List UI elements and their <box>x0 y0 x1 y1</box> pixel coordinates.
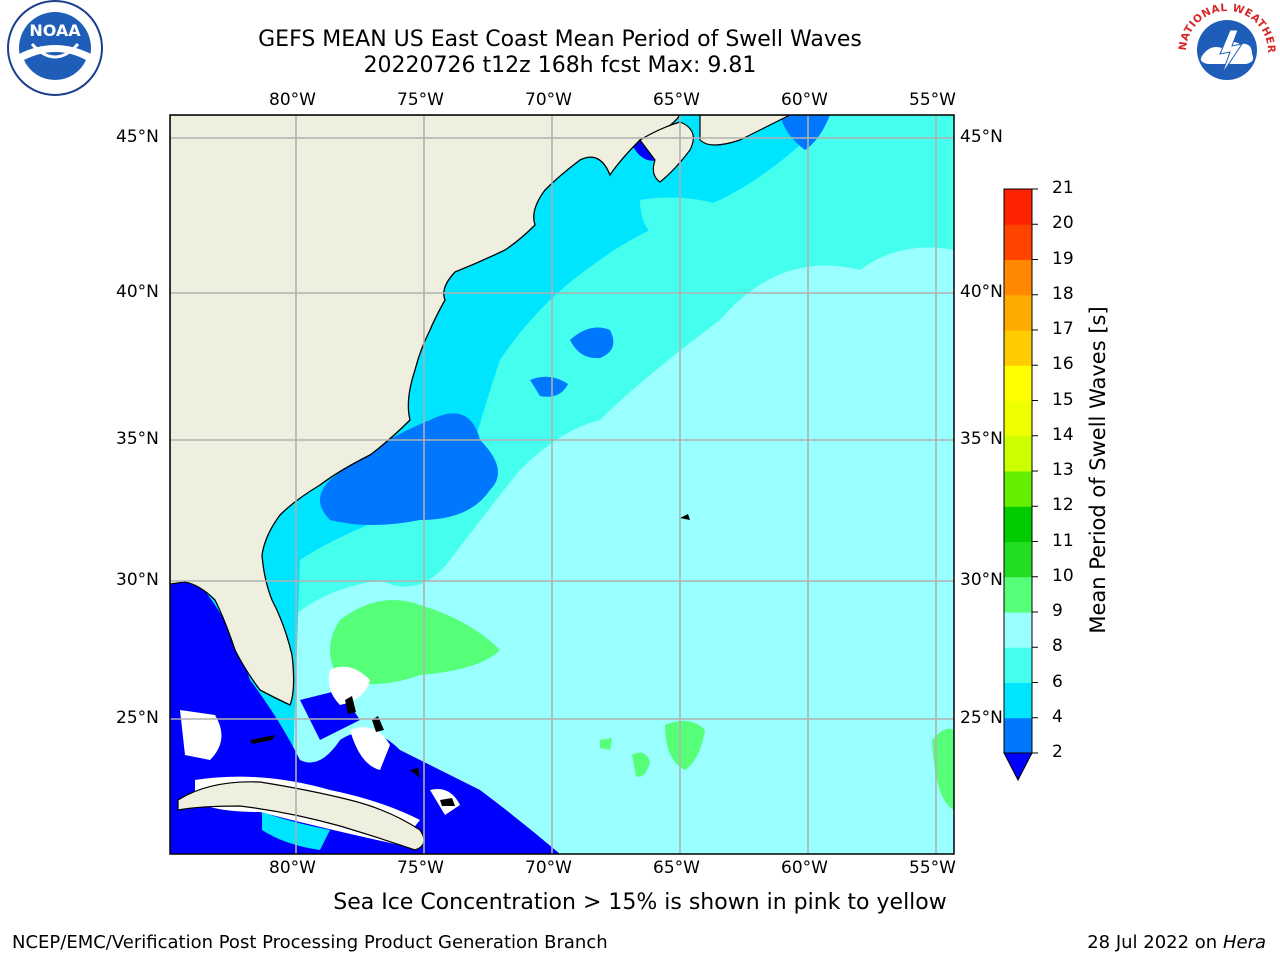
swell-patch <box>780 115 830 150</box>
swell-patch <box>570 327 614 359</box>
noaa-logo-icon: NOAA <box>7 0 103 96</box>
land-north-america <box>170 115 681 706</box>
graticule <box>170 115 954 854</box>
colorbar-tick-label: 20 <box>1052 213 1074 234</box>
colorbar-tick-label: 14 <box>1052 424 1074 445</box>
colorbar-segment <box>1004 294 1032 331</box>
island-bahamas <box>345 696 356 714</box>
lon-label: 70°W <box>525 90 572 110</box>
swell-patch <box>530 376 568 397</box>
colorbar-tick-label: 13 <box>1052 460 1074 480</box>
colorbar-segment <box>1004 576 1032 613</box>
colorbar-tick-label: 6 <box>1052 671 1063 692</box>
map-title: GEFS MEAN US East Coast Mean Period of S… <box>258 27 862 52</box>
colorbar-segment <box>1004 365 1032 401</box>
lat-label: 35°N <box>960 429 1003 449</box>
island-keys <box>250 735 275 744</box>
colorbar <box>1003 188 1038 782</box>
swell-patch <box>600 738 612 750</box>
lon-label: 70°W <box>525 858 572 878</box>
colorbar-segment <box>1004 471 1032 507</box>
lat-label: 40°N <box>116 282 159 302</box>
island-bahamas <box>372 716 384 732</box>
lon-label: 80°W <box>269 90 316 110</box>
swell-zone-2-4 <box>320 413 498 525</box>
lat-label: 45°N <box>960 127 1003 147</box>
no-data-patch <box>328 666 370 705</box>
colorbar-segment <box>1004 189 1032 225</box>
colorbar-tick-label: 11 <box>1052 530 1074 551</box>
colorbar-segment <box>1004 224 1032 260</box>
colorbar-segment <box>1004 682 1032 719</box>
lon-label: 65°W <box>653 90 700 110</box>
swell-patch <box>632 752 650 777</box>
footer-credit: NCEP/EMC/Verification Post Processing Pr… <box>12 932 608 953</box>
sea-ice-note: Sea Ice Concentration > 15% is shown in … <box>333 890 947 915</box>
lon-label: 55°W <box>909 90 956 110</box>
colorbar-segment <box>1004 435 1032 472</box>
footer-date-text: 28 Jul 2022 on <box>1087 932 1223 953</box>
map-subtitle: 20220726 t12z 168h fcst Max: 9.81 <box>363 53 757 78</box>
swell-patch <box>820 130 954 200</box>
colorbar-tick-label: 9 <box>1052 601 1063 621</box>
colorbar-segment <box>1004 259 1032 296</box>
lon-label: 75°W <box>397 90 444 110</box>
colorbar-tick-label: 19 <box>1052 248 1074 269</box>
lat-label: 25°N <box>960 708 1003 728</box>
colorbar-segment <box>1004 612 1032 648</box>
noaa-logo-text: NOAA <box>29 21 81 40</box>
colorbar-segment <box>1004 400 1032 437</box>
colorbar-extend-arrow <box>1003 752 1033 782</box>
footer-date: 28 Jul 2022 on Hera <box>1087 932 1266 953</box>
colorbar-tick-label: 15 <box>1052 389 1074 410</box>
lat-label: 45°N <box>116 127 159 147</box>
colorbar-tick-label: 10 <box>1052 565 1074 586</box>
colorbar-segment <box>1004 647 1032 683</box>
lon-label: 65°W <box>653 858 700 878</box>
swell-patch <box>640 197 760 252</box>
colorbar-segment <box>1004 330 1032 366</box>
colorbar-tick-label: 12 <box>1052 495 1074 516</box>
lat-label: 25°N <box>116 708 159 728</box>
island-bermuda <box>680 514 690 520</box>
swell-patch <box>932 728 954 810</box>
colorbar-tick-label: 16 <box>1052 354 1074 375</box>
colorbar-tick-label: 4 <box>1052 706 1063 727</box>
colorbar-tick-label: 2 <box>1052 742 1063 762</box>
swell-patch <box>665 721 705 770</box>
colorbar-segment <box>1004 717 1032 754</box>
lon-label: 55°W <box>909 858 956 878</box>
lat-label: 30°N <box>960 570 1003 590</box>
lat-label: 40°N <box>960 282 1003 302</box>
lon-label: 60°W <box>781 90 828 110</box>
colorbar-frame <box>1003 188 1033 754</box>
swell-zone-9-10 <box>330 600 500 684</box>
footer-machine: Hera <box>1222 932 1266 953</box>
lat-label: 35°N <box>116 429 159 449</box>
lat-label: 30°N <box>116 570 159 590</box>
colorbar-tick-label: 17 <box>1052 319 1074 339</box>
map-frame <box>169 114 955 855</box>
island-bahamas <box>410 768 420 778</box>
nws-logo-icon: NATIONAL WEATHER SERVICE <box>1172 0 1277 96</box>
lon-label: 80°W <box>269 858 316 878</box>
lon-label: 75°W <box>397 858 444 878</box>
colorbar-segment <box>1004 541 1032 578</box>
island-bahamas <box>440 798 455 806</box>
lon-label: 60°W <box>781 858 828 878</box>
no-data-patch <box>180 710 222 760</box>
no-data-patch <box>350 727 390 770</box>
colorbar-title: Mean Period of Swell Waves [s] <box>1086 306 1110 634</box>
colorbar-tick-label: 18 <box>1052 283 1074 304</box>
colorbar-tick-label: 21 <box>1052 178 1074 198</box>
colorbar-segment <box>1004 506 1032 542</box>
colorbar-tick-label: 8 <box>1052 636 1063 657</box>
